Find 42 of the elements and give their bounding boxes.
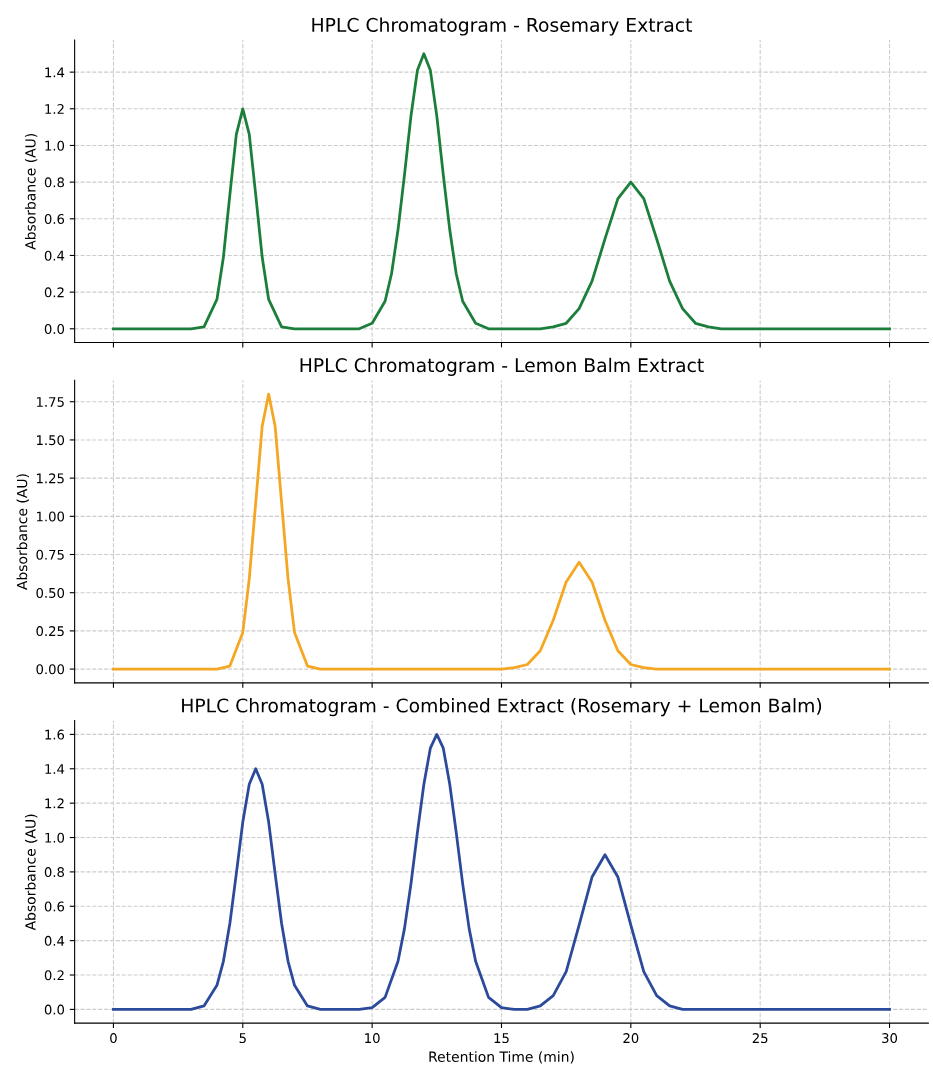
y-tick-label: 1.50 (36, 435, 65, 446)
x-tick-label: 20 (623, 1033, 639, 1044)
y-tick-label: 1.2 (45, 798, 64, 809)
y-tick-label: 0.75 (36, 549, 64, 560)
chart-title: HPLC Chromatogram - Rosemary Extract (312, 17, 692, 36)
y-tick-label: 1.75 (36, 397, 64, 407)
y-tick-label: 0.8 (44, 177, 65, 188)
chart-title: HPLC Chromatogram - Lemon Balm Extract (300, 357, 704, 376)
x-tick-label: 25 (752, 1033, 768, 1044)
x-tick-label: 0 (110, 1033, 117, 1044)
y-tick-label: 0.00 (36, 664, 65, 675)
y-axis-title: Absorbance (AU) (16, 474, 29, 590)
y-tick-label: 0.25 (36, 626, 64, 637)
y-tick-label: 1.00 (36, 511, 65, 522)
y-tick-label: 0.50 (36, 587, 65, 598)
y-tick-label: 1.0 (45, 832, 65, 843)
y-axis-title: Absorbance (AU) (24, 814, 38, 931)
y-tick-label: 0.4 (44, 250, 65, 261)
line-series (112, 392, 891, 671)
x-axis-title: Retention Time (min) (429, 1051, 574, 1064)
x-tick-label: 15 (494, 1033, 509, 1044)
y-tick-label: 0.0 (44, 324, 65, 334)
y-tick-label: 0.4 (44, 935, 65, 946)
chart-title: HPLC Chromatogram - Combined Extract (Rosemary + Lemon Balm) (182, 698, 822, 717)
y-tick-label: 1.4 (45, 67, 65, 78)
y-tick-label: 0.0 (44, 1004, 65, 1015)
x-tick-label: 5 (239, 1033, 246, 1044)
x-tick-label: 30 (882, 1033, 898, 1044)
x-tick-label: 10 (365, 1033, 380, 1044)
y-tick-label: 0.2 (44, 970, 64, 981)
y-axis-title: Absorbance (AU) (24, 133, 38, 250)
line-series (112, 733, 891, 1011)
y-tick-label: 0.6 (44, 901, 65, 912)
y-tick-label: 0.8 (44, 867, 65, 878)
y-tick-label: 1.25 (36, 473, 64, 484)
y-tick-label: 1.2 (45, 104, 64, 114)
line-series (112, 52, 891, 331)
y-tick-label: 0.2 (44, 287, 64, 298)
y-tick-label: 1.0 (45, 140, 65, 151)
y-tick-label: 1.4 (45, 764, 65, 774)
y-tick-label: 0.6 (44, 214, 65, 224)
y-tick-label: 1.6 (45, 729, 65, 740)
